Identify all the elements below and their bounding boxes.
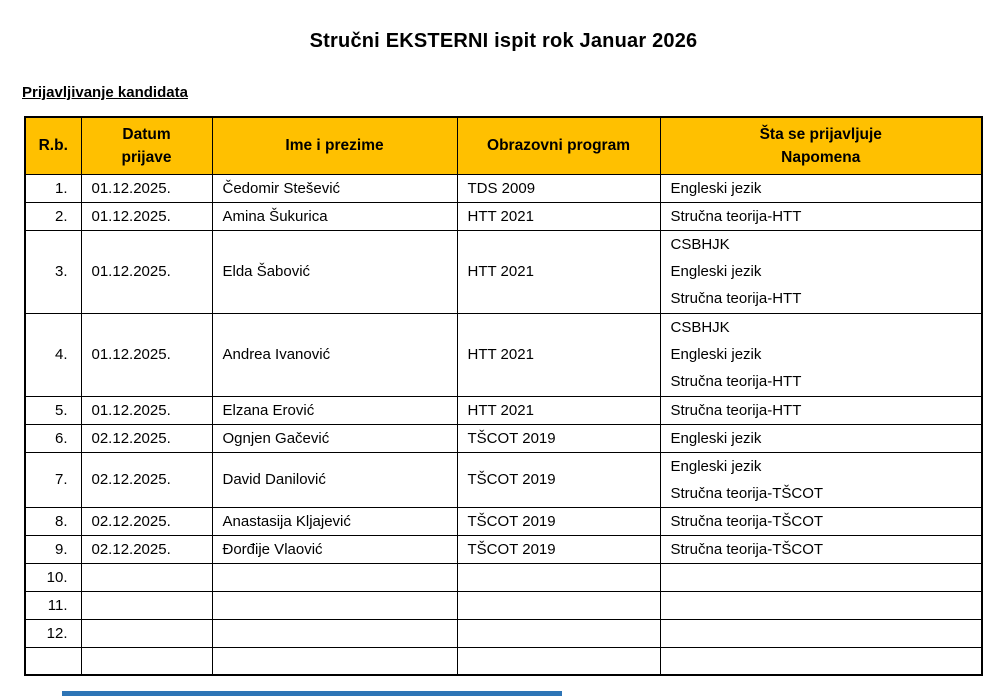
cell-ime: Elda Šabović xyxy=(211,229,458,314)
cell-datum: 01.12.2025. xyxy=(80,312,213,397)
cell-program: HTT 2021 xyxy=(456,312,661,397)
table-row: 3. 01.12.2025. Elda Šabović HTT 2021 CSBHJK E… xyxy=(24,229,983,314)
cell-ime: Čedomir Stešević xyxy=(211,173,458,203)
column-header-0: R.b. xyxy=(24,116,82,175)
cell-napomena xyxy=(659,618,983,648)
cell-datum: 02.12.2025. xyxy=(80,451,213,508)
cell-program: TŠCOT 2019 xyxy=(456,423,661,453)
table-row: 2. 01.12.2025. Amina Šukurica HTT 2021 Struč… xyxy=(24,201,983,231)
cell-napomena: Stručna teorija-HTT xyxy=(659,201,983,231)
cell-datum: 01.12.2025. xyxy=(80,229,213,314)
cell-rb: 7. xyxy=(24,451,82,508)
cell-datum: 01.12.2025. xyxy=(80,201,213,231)
table-row: 5. 01.12.2025. Elzana Erović HTT 2021 Stručn… xyxy=(24,395,983,425)
table-row: 6. 02.12.2025. Ognjen Gačević TŠCOT 2019 Eng… xyxy=(24,423,983,453)
cell-program: HTT 2021 xyxy=(456,229,661,314)
cell-datum xyxy=(80,646,213,676)
table-row: 7. 02.12.2025. David Danilović TŠCOT 2019 En… xyxy=(24,451,983,508)
cell-rb: 2. xyxy=(24,201,82,231)
cell-napomena: Stručna teorija-HTT xyxy=(659,395,983,425)
cell-napomena: Engleski jezik xyxy=(659,423,983,453)
cell-rb: 12. xyxy=(24,618,82,648)
cell-napomena: Engleski jezik Stručna teorija-TŠCOT xyxy=(659,451,983,508)
cell-ime xyxy=(211,562,458,592)
candidate-registration-table: R.b. Datum prijave Ime i prezime Obrazovni p… xyxy=(24,116,983,676)
table-row: 11. xyxy=(24,590,983,620)
table-row: 10. xyxy=(24,562,983,592)
cell-ime: Anastasija Kljajević xyxy=(211,506,458,536)
table-row xyxy=(24,646,983,676)
cell-ime xyxy=(211,646,458,676)
cell-datum: 02.12.2025. xyxy=(80,506,213,536)
cell-ime: Andrea Ivanović xyxy=(211,312,458,397)
cell-program xyxy=(456,646,661,676)
cell-rb: 1. xyxy=(24,173,82,203)
cell-datum xyxy=(80,590,213,620)
column-header-3: Obrazovni program xyxy=(456,116,661,175)
cell-ime: David Danilović xyxy=(211,451,458,508)
cell-program xyxy=(456,562,661,592)
cell-datum: 02.12.2025. xyxy=(80,534,213,564)
table-row: 9. 02.12.2025. Đorđije Vlaović TŠCOT 2019 St… xyxy=(24,534,983,564)
column-header-1: Datum prijave xyxy=(80,116,213,175)
cell-program xyxy=(456,590,661,620)
cell-program: TDS 2009 xyxy=(456,173,661,203)
cell-rb: 5. xyxy=(24,395,82,425)
cell-ime: Amina Šukurica xyxy=(211,201,458,231)
section-label-wrap: Prijavljivanje kandidata xyxy=(0,53,1007,102)
cell-napomena: Engleski jezik xyxy=(659,173,983,203)
column-header-4: Šta se prijavljuje Napomena xyxy=(659,116,983,175)
table-header-row: R.b. Datum prijave Ime i prezime Obrazovni p… xyxy=(24,116,983,175)
cell-rb: 9. xyxy=(24,534,82,564)
cell-ime xyxy=(211,618,458,648)
table-row: 4. 01.12.2025. Andrea Ivanović HTT 2021 CSBH… xyxy=(24,312,983,397)
cell-napomena: CSBHJK Engleski jezik Stručna teorija-HTT xyxy=(659,312,983,397)
cell-rb: 6. xyxy=(24,423,82,453)
cell-rb: 3. xyxy=(24,229,82,314)
cell-ime: Đorđije Vlaović xyxy=(211,534,458,564)
page-title: Stručni EKSTERNI ispit rok Januar 2026 xyxy=(309,30,698,52)
table-row: 8. 02.12.2025. Anastasija Kljajević TŠCOT 2… xyxy=(24,506,983,536)
cell-rb: 10. xyxy=(24,562,82,592)
cell-program: TŠCOT 2019 xyxy=(456,534,661,564)
cell-program: HTT 2021 xyxy=(456,395,661,425)
cell-datum xyxy=(80,618,213,648)
cell-rb xyxy=(24,646,82,676)
cell-program: HTT 2021 xyxy=(456,201,661,231)
cell-napomena: Stručna teorija-TŠCOT xyxy=(659,534,983,564)
cell-program: TŠCOT 2019 xyxy=(456,506,661,536)
section-label: Prijavljivanje kandidata xyxy=(22,84,188,101)
cell-datum xyxy=(80,562,213,592)
partial-blue-bar xyxy=(62,691,562,696)
table-body: 1. 01.12.2025. Čedomir Stešević TDS 2009 Eng… xyxy=(24,173,983,676)
cell-datum: 01.12.2025. xyxy=(80,173,213,203)
cell-rb: 4. xyxy=(24,312,82,397)
cell-ime: Ognjen Gačević xyxy=(211,423,458,453)
cell-datum: 02.12.2025. xyxy=(80,423,213,453)
cell-napomena: Stručna teorija-TŠCOT xyxy=(659,506,983,536)
cell-program: TŠCOT 2019 xyxy=(456,451,661,508)
cell-ime: Elzana Erović xyxy=(211,395,458,425)
cell-napomena xyxy=(659,646,983,676)
cell-datum: 01.12.2025. xyxy=(80,395,213,425)
column-header-2: Ime i prezime xyxy=(211,116,458,175)
table-row: 1. 01.12.2025. Čedomir Stešević TDS 2009 Eng… xyxy=(24,173,983,203)
cell-program xyxy=(456,618,661,648)
table-row: 12. xyxy=(24,618,983,648)
table-header: R.b. Datum prijave Ime i prezime Obrazovni p… xyxy=(24,116,983,175)
cell-rb: 8. xyxy=(24,506,82,536)
cell-ime xyxy=(211,590,458,620)
cell-napomena: CSBHJK Engleski jezik Stručna teorija-HTT xyxy=(659,229,983,314)
cell-napomena xyxy=(659,590,983,620)
cell-napomena xyxy=(659,562,983,592)
cell-rb: 11. xyxy=(24,590,82,620)
